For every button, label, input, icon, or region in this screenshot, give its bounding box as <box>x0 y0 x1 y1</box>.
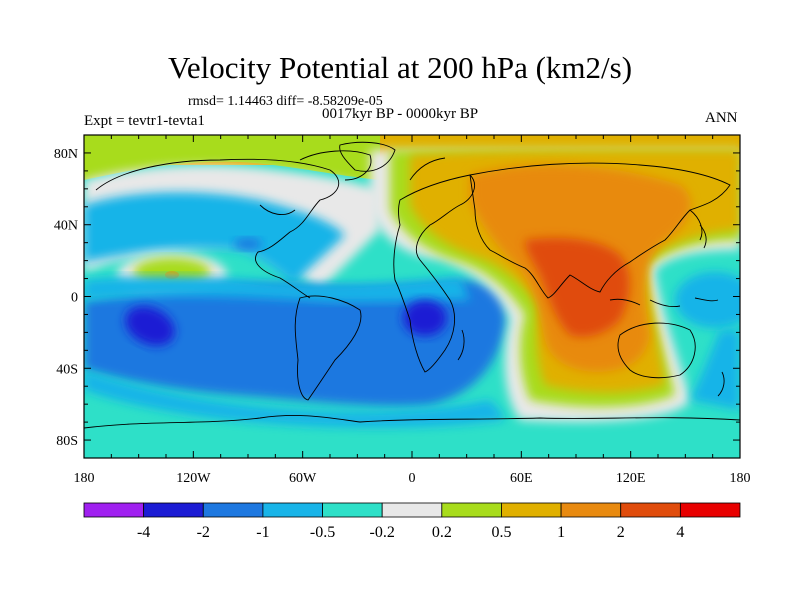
coastlines <box>84 141 740 429</box>
colorbar-label: 2 <box>617 524 625 541</box>
map-title: Velocity Potential at 200 hPa (km2/s) <box>167 50 633 85</box>
colorbar-swatch <box>262 502 323 518</box>
y-tick-label: 80S <box>56 434 78 449</box>
colorbar-swatch <box>83 502 145 518</box>
colorbar-label: -1 <box>256 524 269 541</box>
colorbar-label: -4 <box>137 524 150 541</box>
x-tick-label: 120E <box>616 471 646 486</box>
colorbar-label: -0.2 <box>370 524 395 541</box>
colorbar-swatch <box>441 502 502 518</box>
y-tick-label: 0 <box>71 291 78 306</box>
colorbar-label: -0.5 <box>310 524 335 541</box>
y-tick-label: 40N <box>54 219 78 234</box>
colorbar-label: 0.2 <box>432 524 452 541</box>
colorbar-label: 4 <box>676 524 684 541</box>
stats-line: rmsd= 1.14463 diff= -8.58209e-05 <box>188 94 383 109</box>
x-tick-label: 120W <box>176 471 211 486</box>
colorbar-swatch <box>679 502 741 518</box>
colorbar-label: 1 <box>557 524 565 541</box>
x-tick-label: 60E <box>510 471 533 486</box>
colorbar: -4 -2 -1 -0.5 -0.2 0.2 0.5 1 2 4 <box>83 502 741 541</box>
x-tick-label: 180 <box>730 471 751 486</box>
colorbar-swatch <box>381 502 443 518</box>
colorbar-swatch <box>501 502 562 518</box>
y-tick-label: 80N <box>54 147 78 162</box>
axis-ticks: 180 120W 60W 0 60E 120E 180 80N 40N 0 40S 80S <box>54 134 751 486</box>
experiment-label: Expt = tevtr1-tevta1 <box>84 113 205 129</box>
x-tick-label: 60W <box>289 471 317 486</box>
y-tick-label: 40S <box>56 362 78 377</box>
colorbar-swatch <box>322 502 383 518</box>
x-tick-label: 0 <box>409 471 416 486</box>
season-label: ANN <box>705 110 738 126</box>
contour-field <box>84 135 740 458</box>
x-tick-label: 180 <box>74 471 95 486</box>
colorbar-label: 0.5 <box>491 524 511 541</box>
colorbar-swatch <box>560 502 622 518</box>
colorbar-swatch <box>143 502 204 518</box>
colorbar-label: -2 <box>197 524 210 541</box>
period-line: 0017kyr BP - 0000kyr BP <box>322 106 479 122</box>
colorbar-swatch <box>620 502 681 518</box>
colorbar-swatch <box>202 502 264 518</box>
